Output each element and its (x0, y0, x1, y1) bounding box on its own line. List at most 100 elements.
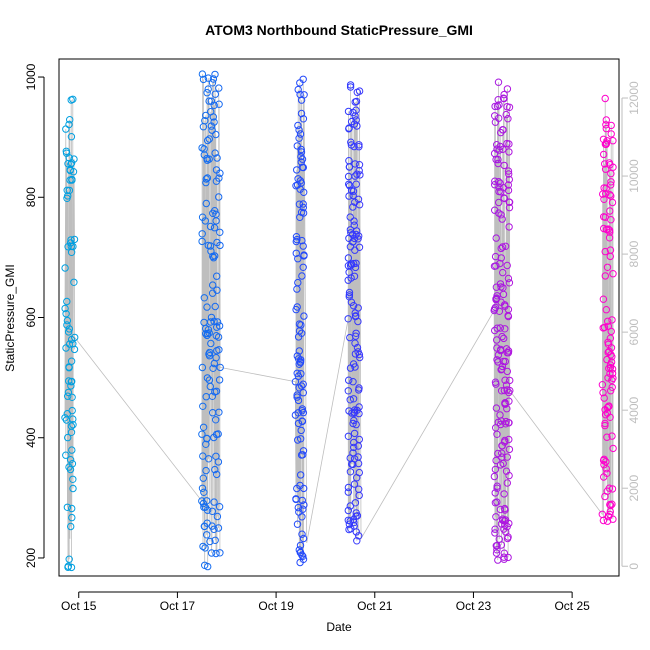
data-point (68, 446, 76, 454)
y-axis: 200 400 600 800 1000 (24, 63, 45, 568)
data-point (211, 149, 219, 157)
data-point (609, 137, 617, 145)
data-point (506, 376, 514, 385)
data-point (201, 117, 209, 125)
data-point (492, 262, 500, 270)
data-point (298, 530, 306, 538)
data-point (351, 339, 359, 347)
data-point (498, 332, 506, 341)
data-point (497, 541, 506, 549)
data-point (214, 333, 223, 341)
data-point (298, 329, 306, 337)
data-point (292, 249, 300, 258)
data-point (294, 255, 302, 263)
data-point (200, 294, 209, 302)
data-point (505, 140, 513, 148)
data-point (351, 112, 359, 120)
data-point (203, 506, 212, 514)
data-point (352, 420, 360, 429)
data-point (293, 520, 302, 528)
data-point (607, 169, 615, 178)
data-point (355, 532, 363, 540)
data-point (70, 278, 78, 286)
data-point (203, 136, 212, 145)
y-tick-label: 600 (24, 307, 38, 327)
data-point (504, 533, 512, 541)
data-point (66, 456, 75, 464)
data-point (299, 505, 307, 513)
data-point (210, 118, 218, 126)
data-point (350, 438, 358, 447)
data-point (345, 520, 354, 528)
data-point (505, 175, 513, 184)
data-point (496, 280, 505, 288)
data-point (354, 304, 362, 312)
data-point (501, 506, 509, 514)
data-point (299, 555, 308, 563)
y2-tick-label: 2000 (627, 475, 641, 502)
data-point (601, 247, 609, 256)
data-point (344, 254, 353, 262)
data-point (602, 458, 610, 466)
data-point (300, 484, 308, 493)
data-point (609, 374, 617, 382)
data-point (299, 115, 308, 123)
data-point (495, 183, 503, 191)
data-point (497, 211, 505, 219)
data-point (499, 145, 507, 154)
data-point (204, 326, 213, 334)
data-point (499, 268, 507, 277)
data-point (506, 386, 514, 395)
data-point (68, 513, 76, 522)
data-point (504, 305, 513, 314)
data-point (608, 365, 617, 373)
data-point (295, 347, 303, 355)
data-point (496, 259, 504, 268)
data-point (497, 244, 505, 253)
data-point (67, 160, 75, 168)
data-point (609, 163, 617, 171)
data-point (350, 455, 359, 463)
data-point (296, 213, 304, 222)
y-tick-label: 200 (24, 548, 38, 568)
data-point (607, 501, 615, 510)
data-point (607, 192, 615, 200)
data-point (601, 419, 609, 428)
data-point (205, 135, 214, 143)
data-point (65, 120, 73, 129)
data-point (206, 382, 215, 391)
data-point (344, 107, 353, 116)
data-point (494, 78, 503, 86)
data-point (198, 430, 206, 438)
data-point (493, 324, 501, 332)
data-point (295, 126, 303, 134)
data-point (61, 414, 69, 422)
data-point (355, 232, 363, 240)
data-point (206, 242, 215, 250)
data-point (69, 475, 77, 483)
data-point (199, 474, 208, 482)
data-point (491, 102, 499, 111)
data-point (501, 357, 509, 366)
data-point (298, 551, 306, 559)
data-point (208, 507, 217, 515)
data-point (492, 404, 501, 412)
data-point (215, 322, 224, 330)
data-point (505, 397, 513, 405)
x-axis: Oct 15 Oct 17 Oct 19 Oct 21 Oct 23 Oct 25 (61, 591, 590, 613)
data-point (497, 254, 505, 262)
data-point (297, 145, 305, 154)
data-point (352, 180, 360, 188)
data-point (70, 345, 79, 354)
data-point (355, 435, 363, 444)
data-point (599, 516, 608, 525)
data-point (198, 484, 207, 492)
data-point (606, 191, 614, 199)
data-point (345, 376, 353, 384)
data-point (494, 155, 502, 164)
data-point (346, 83, 355, 91)
data-point (70, 235, 79, 244)
data-point (209, 364, 217, 372)
data-point (501, 376, 509, 384)
data-point (350, 142, 358, 151)
